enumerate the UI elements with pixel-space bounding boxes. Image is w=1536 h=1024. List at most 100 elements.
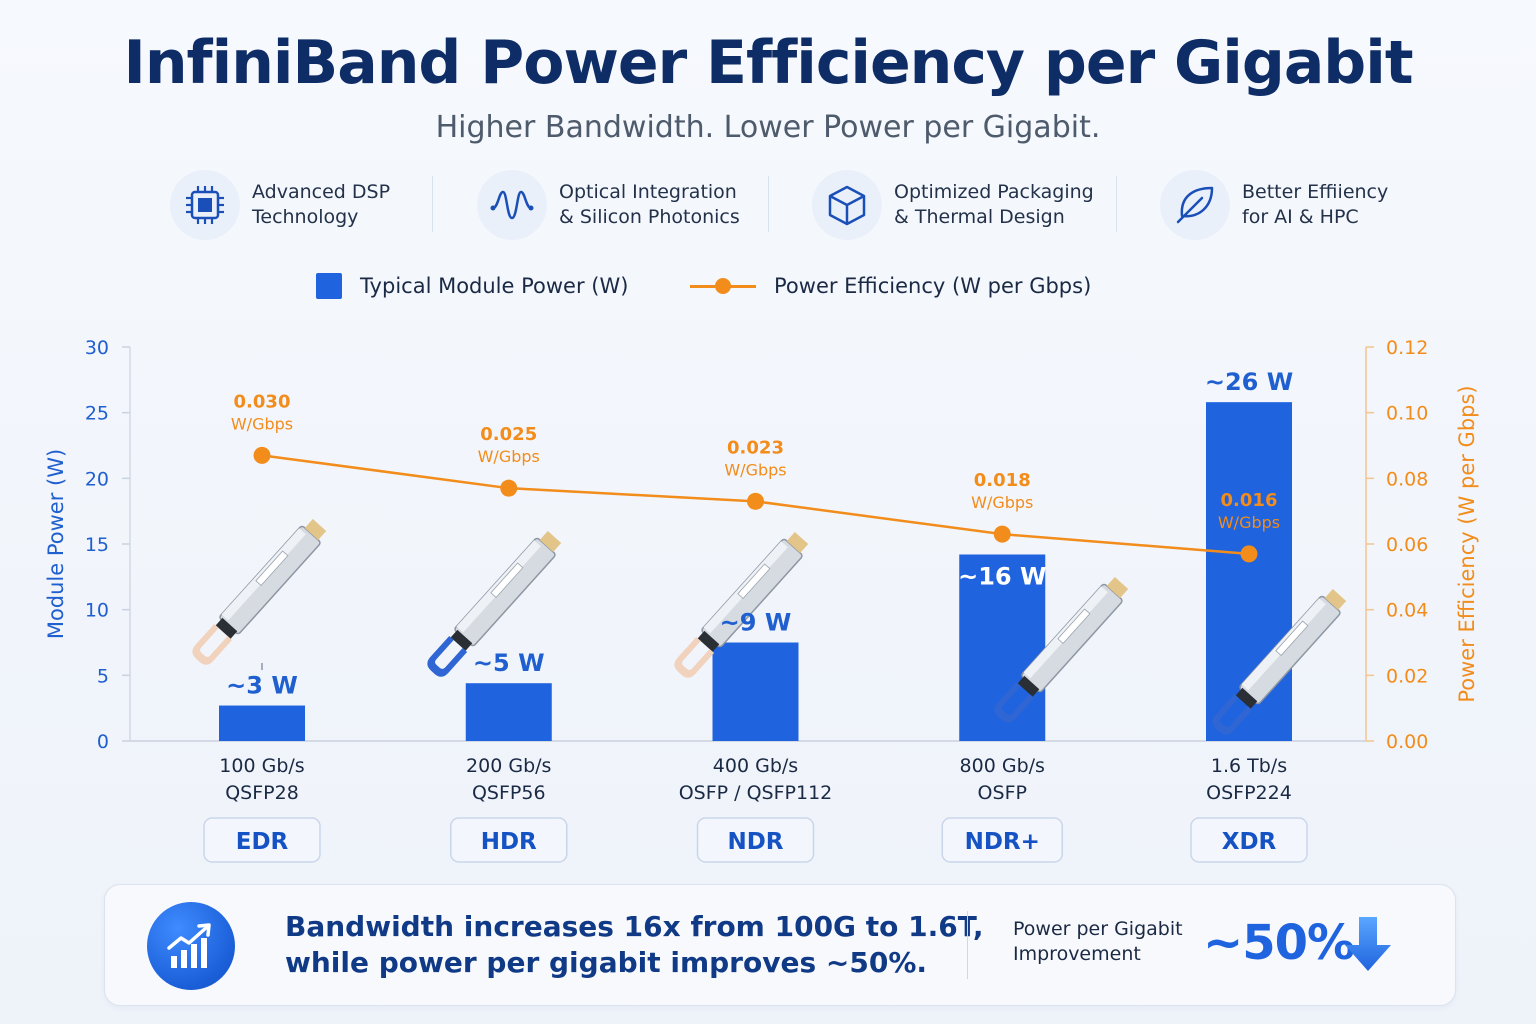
generation-badge (203, 817, 321, 863)
x-tick-label-form-factor: OSFP (978, 782, 1027, 804)
transceiver-module-icon (192, 518, 327, 665)
legend-item-line: Power Efficiency (W per Gbps) (690, 266, 1091, 306)
bar-value-label: ~16 W (958, 563, 1046, 591)
feature-line: & Silicon Photonics (559, 206, 740, 228)
efficiency-point (747, 492, 764, 510)
feature-item-dsp: Advanced DSP Technology (170, 165, 390, 245)
summary-stat-label: Power per Gigabit (1013, 918, 1183, 940)
y-tick-label-left: 15 (85, 534, 109, 556)
y-tick-label-left: 30 (85, 337, 109, 359)
legend-line-swatch (690, 276, 756, 296)
x-tick-label-speed: 1.6 Tb/s (1211, 755, 1287, 777)
x-tick-label-form-factor: OSFP224 (1206, 782, 1292, 804)
legend-bar-swatch (316, 273, 342, 299)
feature-line: Better Effiiency (1242, 181, 1389, 203)
y-axis-title-left: Module Power (W) (44, 449, 68, 639)
bar-value-label: ~26 W (1205, 368, 1293, 396)
growth-chart-icon (147, 902, 235, 990)
y-tick-label-right: 0.06 (1386, 534, 1428, 556)
x-tick-label-form-factor: OSFP / QSFP112 (679, 782, 833, 804)
summary-stat-label: Improvement (1013, 943, 1141, 965)
summary-stat-value: ~50% (1203, 915, 1355, 971)
summary-divider (967, 911, 968, 979)
feature-divider (768, 176, 769, 232)
feature-item-efficiency: Better Effiiency for AI & HPC (1160, 165, 1388, 245)
y-tick-label-right: 0.02 (1386, 665, 1428, 687)
efficiency-point (993, 525, 1011, 543)
efficiency-point (253, 446, 271, 464)
generation-badge-label: EDR (236, 829, 289, 855)
transceiver-module-icon (427, 530, 562, 677)
generation-badge-label: NDR (727, 829, 783, 855)
x-tick-label-speed: 400 Gb/s (713, 755, 798, 777)
efficiency-unit-label: W/Gbps (231, 414, 293, 433)
bar-value-label: ~9 W (720, 609, 792, 637)
y-tick-label-right: 0.10 (1386, 403, 1428, 425)
feature-line: Optical Integration (559, 181, 737, 203)
generation-badge (941, 817, 1063, 863)
y-tick-label-left: 25 (85, 403, 109, 425)
efficiency-value-label: 0.023 (727, 437, 784, 458)
bar (712, 642, 799, 741)
feature-divider (1116, 176, 1117, 232)
summary-line: Bandwidth increases 16x from 100G to 1.6… (285, 910, 984, 943)
efficiency-value-label: 0.030 (234, 391, 291, 412)
summary-panel: Bandwidth increases 16x from 100G to 1.6… (104, 884, 1456, 1006)
transceiver-module-icon (1212, 588, 1347, 735)
feature-line: for AI & HPC (1242, 206, 1359, 228)
legend-bar-label: Typical Module Power (W) (360, 274, 629, 298)
chart-legend: Typical Module Power (W) Power Efficienc… (0, 266, 1536, 306)
y-tick-label-right: 0.04 (1386, 600, 1428, 622)
cube-icon (828, 185, 866, 226)
efficiency-unit-label: W/Gbps (1218, 513, 1280, 532)
efficiency-value-label: 0.016 (1221, 490, 1278, 511)
leaf-icon (1176, 186, 1214, 224)
x-tick-label-speed: 800 Gb/s (960, 755, 1045, 777)
y-tick-label-left: 20 (85, 468, 109, 490)
efficiency-point (1240, 545, 1258, 563)
y-tick-label-right: 0.00 (1386, 731, 1428, 753)
summary-line: while power per gigabit improves ~50%. (285, 946, 928, 979)
efficiency-unit-label: W/Gbps (724, 460, 786, 479)
y-tick-label-left: 0 (97, 731, 109, 753)
x-tick-label-form-factor: QSFP28 (225, 782, 299, 804)
x-tick-label-speed: 200 Gb/s (466, 755, 551, 777)
feature-line: Technology (252, 206, 359, 228)
y-tick-label-right: 0.08 (1386, 468, 1428, 490)
page-subtitle: Higher Bandwidth. Lower Power per Gigabi… (435, 110, 1101, 145)
feature-line: Advanced DSP (252, 181, 391, 203)
generation-badge (450, 817, 568, 863)
x-tick-label-speed: 100 Gb/s (219, 755, 304, 777)
transceiver-module-icon (674, 531, 809, 678)
generation-badge (696, 817, 815, 863)
bar-value-label: ~5 W (473, 649, 545, 677)
legend-item-bar: Typical Module Power (W) (316, 266, 628, 306)
feature-line: & Thermal Design (894, 206, 1065, 228)
page-title: InfiniBand Power Efficiency per Gigabit (123, 28, 1414, 98)
bar-value-label: ~3 W (226, 672, 298, 700)
efficiency-value-label: 0.025 (480, 424, 537, 445)
y-tick-label-left: 10 (85, 600, 109, 622)
feature-strip: Advanced DSP Technology Optical Integrat… (0, 165, 1536, 245)
power-efficiency-chart: 0 5 10 15 20 25 30 0.00 0.02 0.04 0.06 0.08 0.10 0.12… (44, 337, 1479, 863)
y-tick-label-right: 0.12 (1386, 337, 1428, 359)
feature-line: Optimized Packaging (894, 181, 1094, 203)
arrow-down-icon (1341, 915, 1395, 979)
feature-divider (432, 176, 433, 232)
chip-icon (186, 186, 224, 224)
efficiency-unit-label: W/Gbps (478, 447, 540, 466)
bar (465, 683, 552, 741)
efficiency-point (500, 479, 518, 497)
generation-badge (1190, 817, 1308, 863)
efficiency-value-label: 0.018 (974, 470, 1031, 491)
feature-item-packaging: Optimized Packaging & Thermal Design (812, 165, 1094, 245)
generation-badge-label: NDR+ (965, 829, 1040, 855)
feature-item-optical: Optical Integration & Silicon Photonics (477, 165, 740, 245)
y-tick-label-left: 5 (97, 665, 109, 687)
efficiency-unit-label: W/Gbps (971, 493, 1033, 512)
generation-badge-label: XDR (1222, 829, 1277, 855)
x-tick-label-form-factor: QSFP56 (472, 782, 546, 804)
y-axis-title-right: Power Efficiency (W per Gbps) (1455, 385, 1479, 702)
bar (219, 705, 305, 741)
waveform-icon (490, 190, 534, 220)
